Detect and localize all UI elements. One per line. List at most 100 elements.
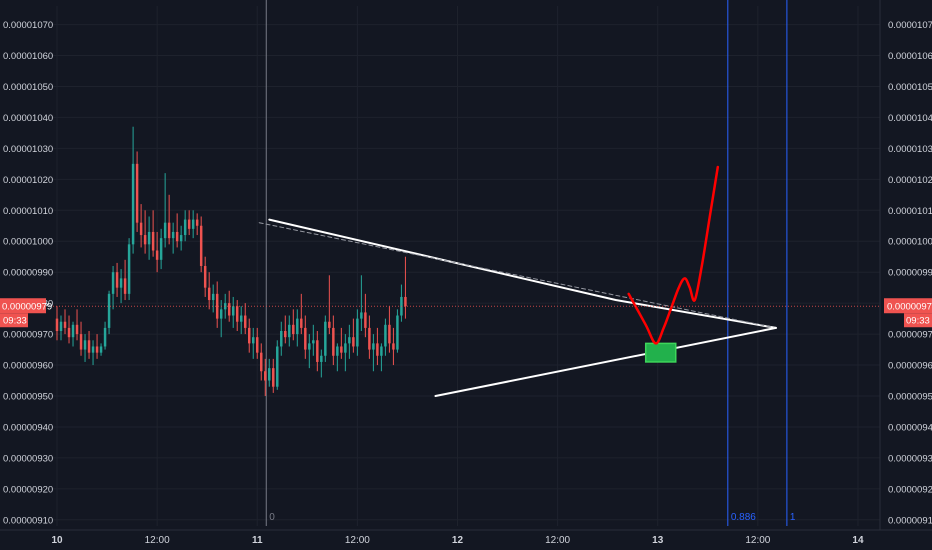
y-tick-label-left: 0.00000910 [3, 515, 53, 526]
candle [55, 306, 59, 341]
candle [324, 315, 327, 362]
candle-body [392, 343, 395, 350]
countdown-badge-right [904, 313, 932, 328]
support-trendline[interactable] [434, 326, 777, 397]
forecast-curve[interactable] [627, 165, 720, 345]
y-tick-label-left: 0.00001040 [3, 113, 53, 124]
candle [83, 334, 87, 362]
candle-body [135, 163, 139, 223]
candle-body [243, 315, 247, 328]
candle-body [95, 346, 99, 353]
candle-body [296, 318, 299, 335]
candle-body [219, 309, 223, 319]
trendline-drawings[interactable] [258, 218, 777, 397]
x-tick-label: 14 [852, 535, 864, 546]
candle [163, 173, 167, 248]
y-tick-label-left: 0.00000940 [3, 422, 53, 433]
candle-body [324, 321, 327, 356]
candle [183, 210, 187, 242]
countdown-label-left: 09:33 [3, 316, 27, 327]
y-tick-label-right: 0.00000910 [888, 515, 932, 526]
candle [123, 259, 127, 301]
y-tick-label-right: 0.00000960 [888, 361, 932, 372]
target-zone[interactable] [644, 342, 677, 363]
candle-body [316, 340, 319, 362]
candle-body [115, 272, 119, 288]
candle [239, 306, 243, 335]
candle [159, 228, 163, 270]
candle-body [163, 222, 167, 239]
candle-body [364, 312, 367, 328]
candle-body [404, 296, 407, 307]
candle [292, 309, 295, 341]
candle-body [127, 244, 131, 294]
candle [356, 309, 359, 356]
candle [191, 210, 195, 239]
resistance-trendline[interactable] [268, 218, 777, 329]
candle [91, 340, 95, 366]
candle-body [264, 371, 267, 381]
dashed-reference-line[interactable] [258, 222, 777, 329]
candle [139, 204, 143, 248]
candle-body [388, 324, 391, 344]
candle [332, 315, 335, 366]
candle-body [71, 324, 75, 338]
x-tick-label: 11 [252, 535, 263, 546]
candle [336, 343, 339, 372]
candle-body [372, 343, 375, 350]
candle [227, 290, 231, 322]
x-tick-label: 12:00 [145, 535, 170, 546]
candle [167, 194, 171, 245]
candle [344, 334, 347, 372]
target-zone-rect[interactable] [644, 342, 677, 363]
candle [223, 293, 227, 319]
candle [143, 210, 147, 254]
y-tick-label-left: 0.00000970 [3, 330, 53, 341]
candle-body [340, 346, 343, 353]
forecast-path[interactable] [627, 165, 720, 345]
candle-body [83, 340, 87, 350]
candle-body [247, 327, 251, 344]
candle [380, 343, 383, 372]
y-tick-label-left: 0.00000990 [3, 268, 53, 279]
candle [272, 358, 275, 393]
candle [175, 213, 179, 248]
y-tick-label-right: 0.00001010 [888, 206, 932, 217]
y-tick-label-right: 0.00001020 [888, 175, 932, 186]
candle [195, 213, 199, 236]
candle-body [147, 231, 151, 245]
candle-body [171, 231, 175, 239]
candle [87, 331, 91, 359]
countdown-badge-left [0, 313, 28, 328]
x-tick-label: 10 [51, 535, 63, 546]
candle [396, 309, 399, 353]
candle-body [268, 368, 271, 381]
x-tick-label: 13 [652, 535, 664, 546]
time-axis[interactable]: 10 12:00 11 12:00 12 12:00 13 12:00 14 [51, 535, 864, 546]
current-price-badge-right [884, 298, 932, 314]
candle [131, 126, 135, 254]
candle [256, 327, 259, 359]
candle [368, 315, 371, 359]
y-tick-label-left: 0.00001070 [3, 20, 53, 31]
candle-body [376, 343, 379, 356]
candle [63, 309, 67, 335]
candle [404, 256, 407, 319]
y-tick-label-left: 0.00000960 [3, 361, 53, 372]
x-tick-label: 12:00 [745, 535, 770, 546]
candle [340, 327, 343, 359]
candle [364, 293, 367, 338]
fib-time-lines: 0 0.886 1 [265, 0, 796, 526]
y-tick-label-right: 0.00001070 [888, 20, 932, 31]
candle [348, 324, 351, 359]
candle-body [336, 346, 339, 356]
candle-body [75, 324, 79, 335]
candle [392, 327, 395, 366]
y-tick-label-left: 0.00001000 [3, 237, 53, 248]
candle-body [312, 340, 315, 344]
candle-body [59, 321, 63, 331]
y-tick-label-right: 0.00000940 [888, 422, 932, 433]
candle [388, 306, 391, 353]
